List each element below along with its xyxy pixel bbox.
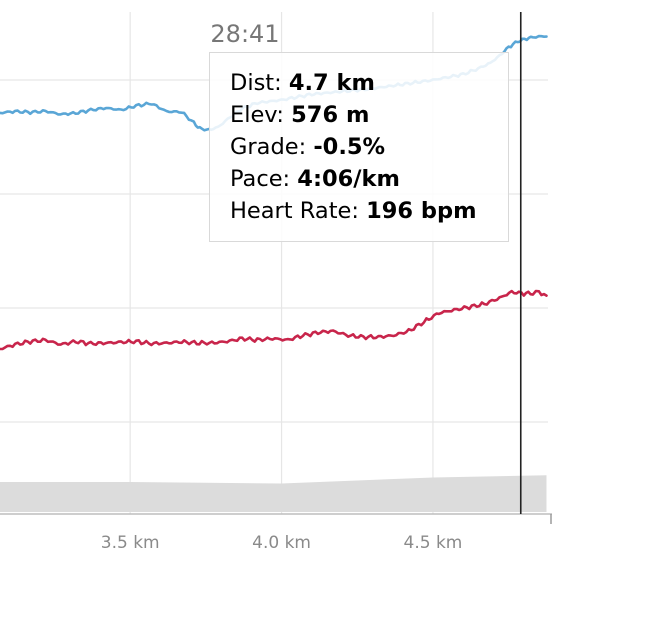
tooltip-value: -0.5%: [313, 134, 386, 160]
x-tick-label: 4.0 km: [252, 533, 311, 553]
tooltip-row-heart-rate: Heart Rate: 196 bpm: [230, 195, 508, 227]
cursor-layer[interactable]: 28:41: [210, 12, 522, 514]
tooltip-value: 196 bpm: [366, 198, 477, 224]
hover-tooltip: Dist: 4.7 km Elev: 576 m Grade: -0.5% Pa…: [209, 52, 509, 242]
tooltip-value: 4.7 km: [288, 70, 375, 96]
tooltip-label: Elev:: [230, 102, 284, 128]
tooltip-value: 4:06/km: [297, 166, 400, 192]
tooltip-row-elevation: Elev: 576 m: [230, 99, 508, 131]
heart-rate-line: [0, 289, 548, 351]
terrain-area: [0, 475, 547, 512]
x-tick-label: 4.5 km: [404, 533, 463, 553]
cursor-time-label: 28:41: [210, 20, 279, 48]
tooltip-label: Grade:: [230, 134, 307, 160]
x-axis: 3.5 km 4.0 km 4.5 km: [0, 513, 552, 553]
tooltip-value: 576 m: [291, 102, 370, 128]
tooltip-label: Dist:: [230, 70, 282, 96]
tooltip-row-grade: Grade: -0.5%: [230, 131, 508, 163]
tooltip-label: Heart Rate:: [230, 198, 359, 224]
tooltip-label: Pace:: [230, 166, 291, 192]
tooltip-row-pace: Pace: 4:06/km: [230, 163, 508, 195]
x-tick-label: 3.5 km: [101, 533, 160, 553]
tooltip-row-distance: Dist: 4.7 km: [230, 67, 508, 99]
